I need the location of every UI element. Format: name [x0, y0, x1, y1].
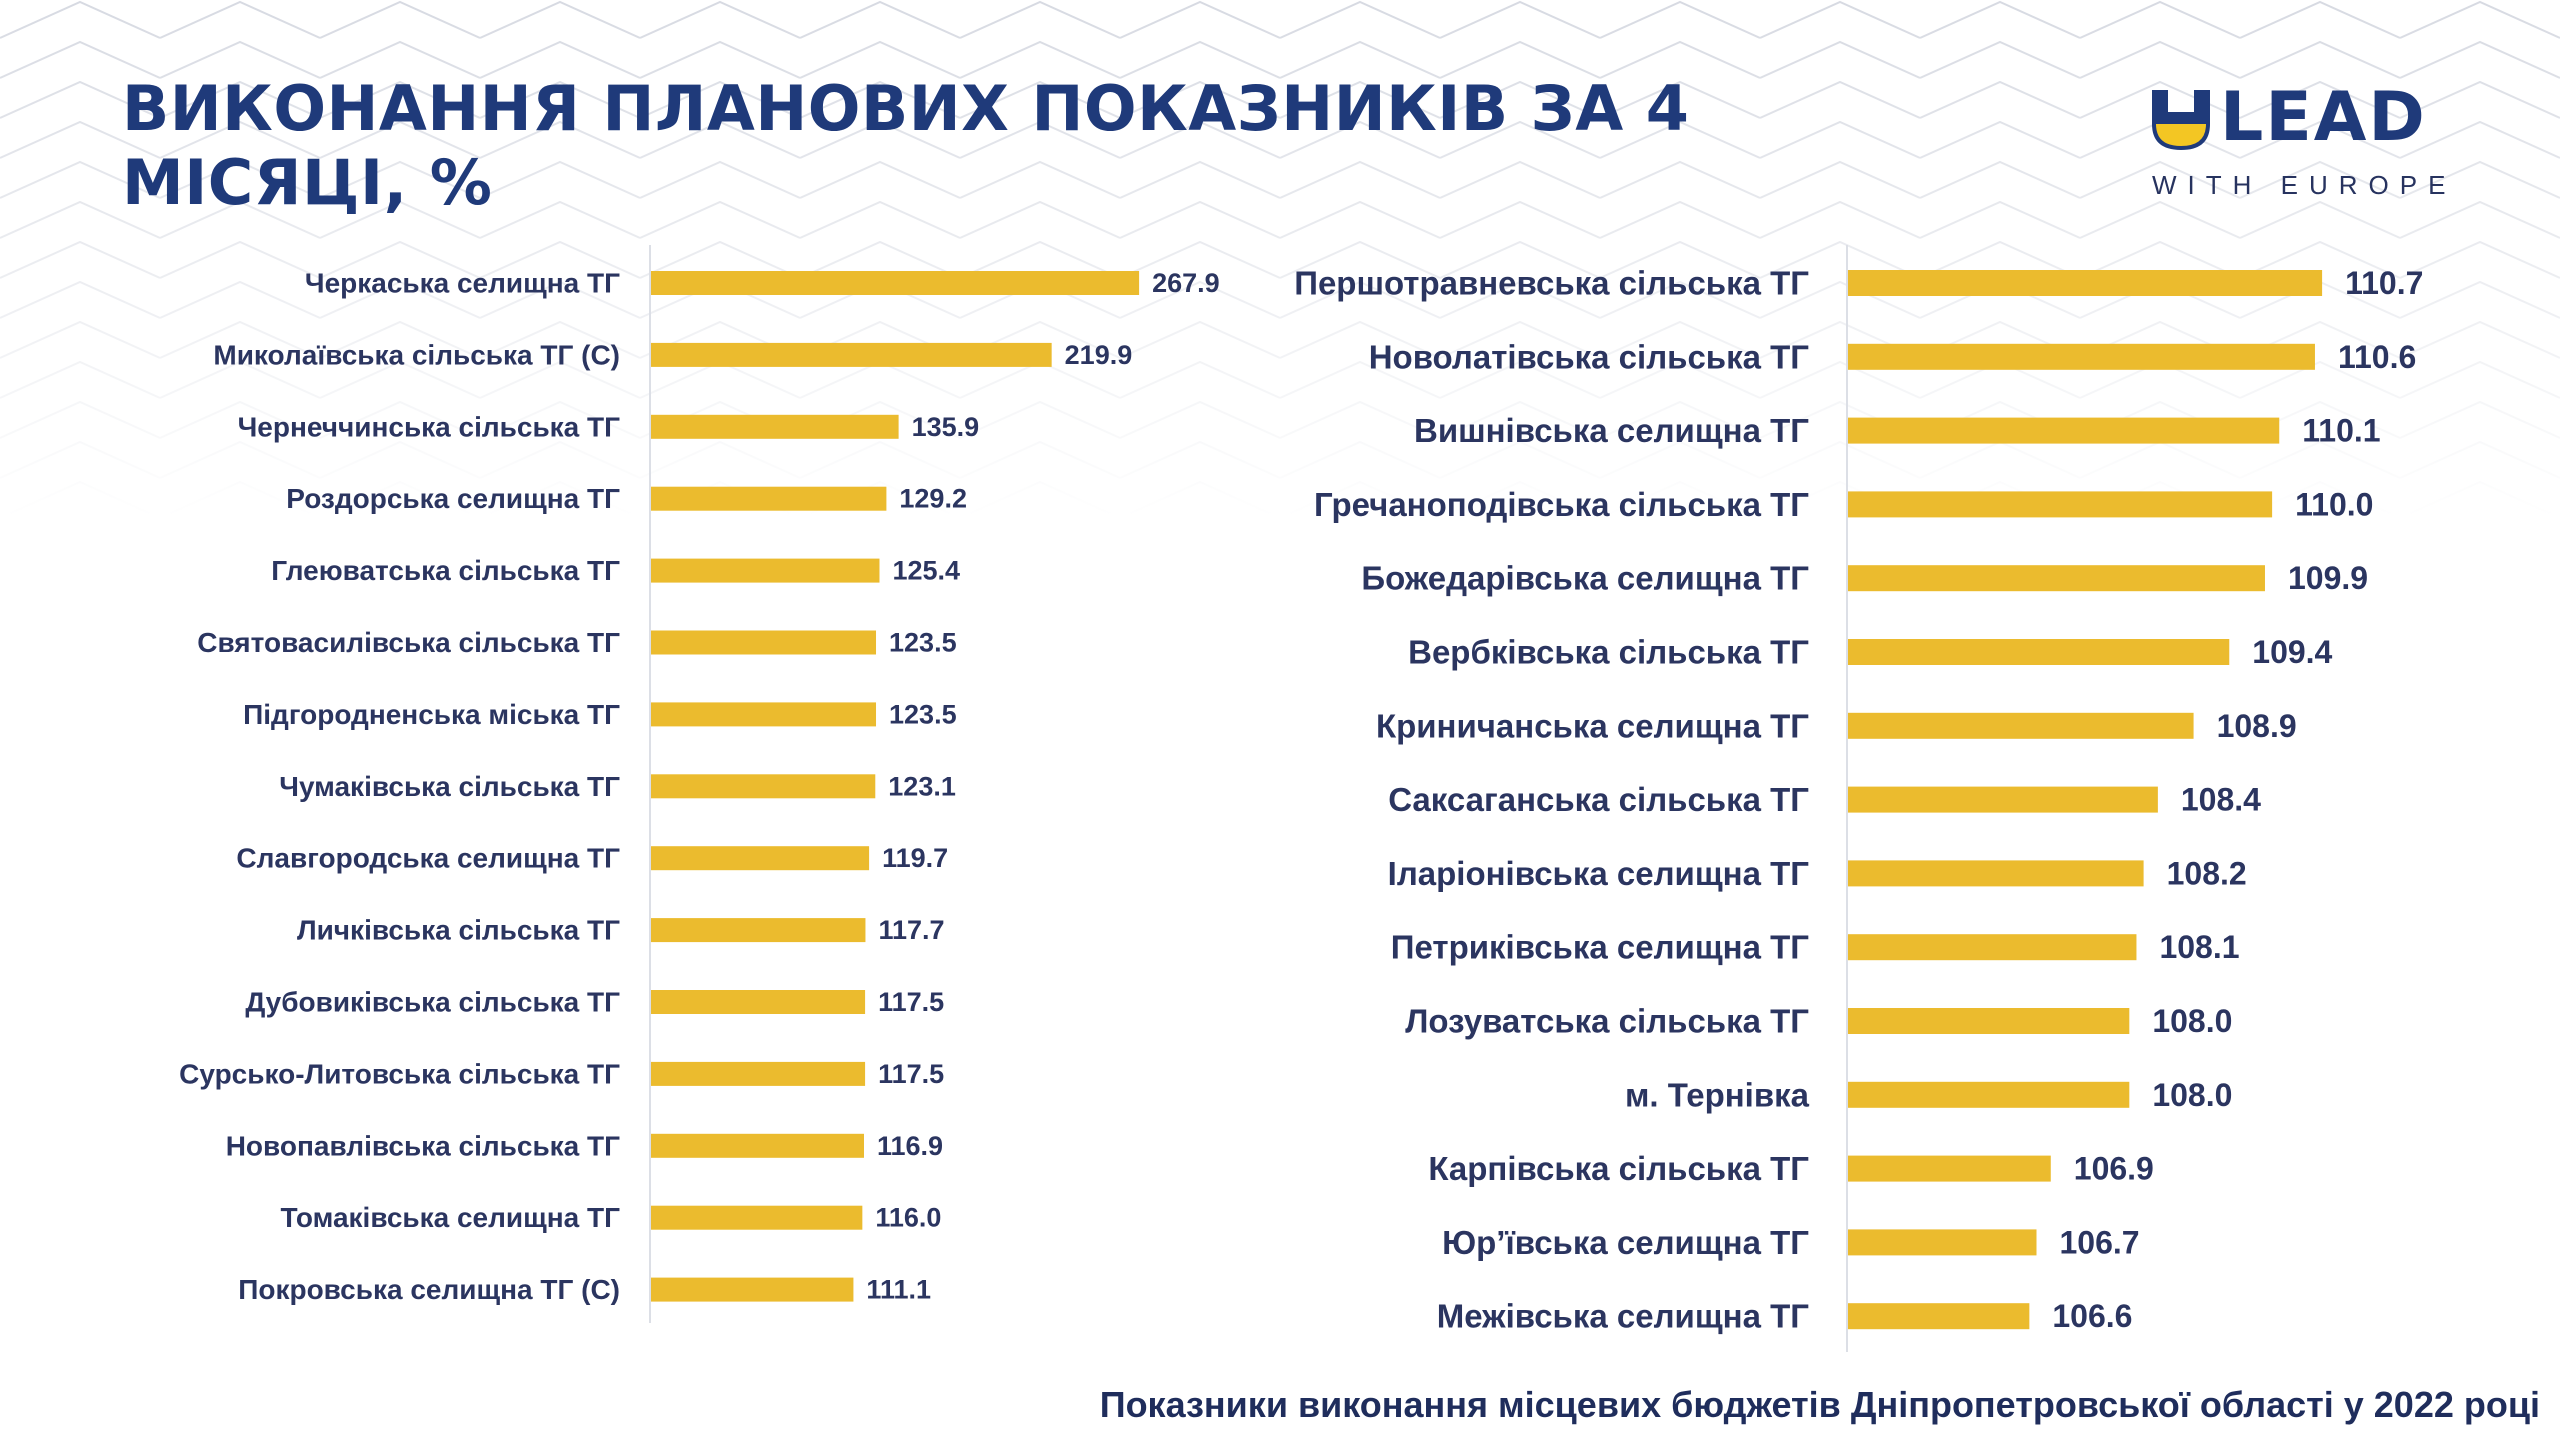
- right-chart-value-label: 108.0: [2152, 1003, 2232, 1039]
- left-chart-value-label: 267.9: [1152, 268, 1220, 298]
- right-chart-bar: [1848, 712, 2194, 739]
- left-chart-bar: [651, 774, 876, 799]
- left-chart-category-label: Черкаська селищна ТГ: [305, 268, 620, 299]
- right-chart-value-label: 110.7: [2345, 265, 2423, 301]
- left-chart-value-label: 123.5: [889, 628, 957, 658]
- left-chart-bar: [651, 271, 1140, 295]
- left-chart-category-label: Дубовиківська сільська ТГ: [245, 987, 620, 1018]
- left-chart-bar: [651, 990, 866, 1014]
- left-chart-category-label: Новопавлівська сільська ТГ: [226, 1130, 620, 1161]
- left-chart-bar: [651, 558, 880, 583]
- right-chart-bar: [1848, 639, 2230, 665]
- left-chart-bar: [651, 918, 866, 943]
- right-chart-category-label: Карпівська сільська ТГ: [1428, 1150, 1809, 1187]
- right-chart-bar: [1848, 860, 2144, 887]
- left-chart-category-label: Миколаївська сільська ТГ (С): [213, 339, 620, 370]
- right-chart-category-label: Межівська селищна ТГ: [1437, 1298, 1810, 1335]
- right-chart-bar: [1848, 1155, 2051, 1182]
- right-chart-bar: [1848, 491, 2273, 518]
- left-chart-value-label: 117.5: [878, 987, 944, 1017]
- left-chart-category-label: Чернеччинська сільська ТГ: [238, 411, 621, 442]
- left-chart-bar: [651, 702, 877, 727]
- title-line-2: МІСЯЦІ, %: [122, 146, 493, 219]
- right-chart-bar: [1848, 1008, 2130, 1034]
- ulead-logo: LEAD WITH EUROPE: [2152, 82, 2482, 206]
- right-chart-value-label: 108.9: [2217, 708, 2297, 744]
- logo-name: LEAD: [2220, 78, 2427, 157]
- right-chart-category-label: Криничанська селищна ТГ: [1376, 707, 1809, 744]
- left-chart-value-label: 117.7: [878, 915, 944, 945]
- left-chart-category-label: Святовасилівська сільська ТГ: [197, 627, 620, 658]
- right-chart-value-label: 106.7: [2059, 1224, 2139, 1260]
- right-chart-value-label: 108.4: [2181, 782, 2261, 818]
- right-chart-value-label: 108.1: [2159, 929, 2239, 965]
- right-chart-category-label: Вербківська сільська ТГ: [1408, 634, 1809, 671]
- right-chart-value-label: 106.6: [2052, 1298, 2132, 1334]
- right-chart-value-label: 109.9: [2288, 560, 2368, 596]
- right-chart-category-label: Гречаноподівська сільська ТГ: [1314, 486, 1809, 523]
- left-chart-category-label: Покровська селищна ТГ (С): [238, 1274, 620, 1305]
- left-chart-value-label: 116.9: [877, 1131, 943, 1161]
- left-chart-value-label: 119.7: [882, 843, 948, 873]
- left-chart-value-label: 123.1: [888, 771, 956, 801]
- right-chart-bar: [1848, 934, 2137, 961]
- ulead-u-mark-icon: [2152, 90, 2210, 150]
- left-chart-value-label: 135.9: [912, 412, 980, 442]
- right-chart-bar: [1848, 1229, 2037, 1256]
- logo-tagline: WITH EUROPE: [2152, 170, 2457, 200]
- right-chart-category-label: Лозуватська сільська ТГ: [1405, 1003, 1809, 1040]
- right-chart-value-label: 109.4: [2252, 634, 2332, 670]
- right-chart-bar: [1848, 1081, 2130, 1108]
- left-chart-bar: [651, 486, 887, 511]
- left-chart-value-label: 117.5: [878, 1059, 944, 1089]
- right-chart-category-label: Саксаганська сільська ТГ: [1388, 781, 1809, 818]
- right-chart-bar: [1848, 417, 2280, 444]
- right-chart-category-label: Іларіонівська селищна ТГ: [1388, 855, 1810, 892]
- right-chart-bar: [1848, 1303, 2030, 1330]
- left-chart-value-label: 123.5: [889, 699, 957, 729]
- right-chart-category-label: м. Тернівка: [1625, 1076, 1810, 1113]
- left-chart-category-label: Підгородненська міська ТГ: [243, 699, 620, 730]
- page-title: ВИКОНАННЯ ПЛАНОВИХ ПОКАЗНИКІВ ЗА 4 МІСЯЦ…: [122, 72, 1689, 220]
- right-chart-category-label: Першотравневська сільська ТГ: [1294, 265, 1809, 302]
- right-chart-category-label: Божедарівська селищна ТГ: [1361, 560, 1809, 597]
- right-chart-bar: [1848, 565, 2265, 592]
- right-chart-category-label: Вишнівська селищна ТГ: [1414, 412, 1809, 449]
- left-chart-bar: [651, 846, 870, 871]
- right-chart-category-label: Новолатівська сільська ТГ: [1369, 338, 1810, 375]
- left-chart-category-label: Глеюватська сільська ТГ: [271, 555, 620, 586]
- left-chart-category-label: Томаківська селищна ТГ: [281, 1202, 621, 1233]
- left-chart-bar: [651, 1133, 864, 1158]
- right-chart-value-label: 106.9: [2074, 1151, 2154, 1187]
- left-chart-bar: [651, 1277, 854, 1302]
- right-chart-value-label: 110.0: [2295, 486, 2373, 522]
- right-chart-category-label: Петриківська селищна ТГ: [1391, 929, 1809, 966]
- left-chart-category-label: Сурсько-Литовська сільська ТГ: [179, 1058, 620, 1089]
- left-chart-bar: [651, 414, 899, 439]
- right-chart-value-label: 108.2: [2167, 855, 2247, 891]
- left-chart-value-label: 219.9: [1065, 340, 1133, 370]
- left-chart-value-label: 111.1: [866, 1275, 931, 1305]
- left-chart-category-label: Роздорська селищна ТГ: [286, 483, 620, 514]
- right-chart-bar: [1848, 270, 2323, 296]
- right-chart-value-label: 110.6: [2338, 339, 2416, 375]
- right-chart-bar: [1848, 343, 2315, 370]
- left-chart-bar: [651, 1061, 866, 1086]
- left-chart-category-label: Славгородська селищна ТГ: [236, 843, 620, 874]
- left-chart-category-label: Личківська сільська ТГ: [297, 915, 620, 946]
- left-chart-bar: [651, 342, 1052, 367]
- right-chart-value-label: 108.0: [2152, 1077, 2232, 1113]
- left-chart-value-label: 129.2: [899, 484, 967, 514]
- left-chart-bar: [651, 630, 877, 655]
- right-chart-category-label: Юр’ївська селищна ТГ: [1442, 1224, 1809, 1261]
- right-chart-bar: [1848, 786, 2158, 813]
- left-chart-bar: [651, 1205, 863, 1230]
- right-chart-value-label: 110.1: [2302, 413, 2380, 449]
- footer-caption: Показники виконання місцевих бюджетів Дн…: [1099, 1384, 2540, 1425]
- left-chart-value-label: 125.4: [892, 556, 960, 586]
- left-chart-category-label: Чумаківська сільська ТГ: [279, 771, 620, 802]
- title-line-1: ВИКОНАННЯ ПЛАНОВИХ ПОКАЗНИКІВ ЗА 4: [122, 72, 1690, 145]
- left-chart-value-label: 116.0: [875, 1203, 941, 1233]
